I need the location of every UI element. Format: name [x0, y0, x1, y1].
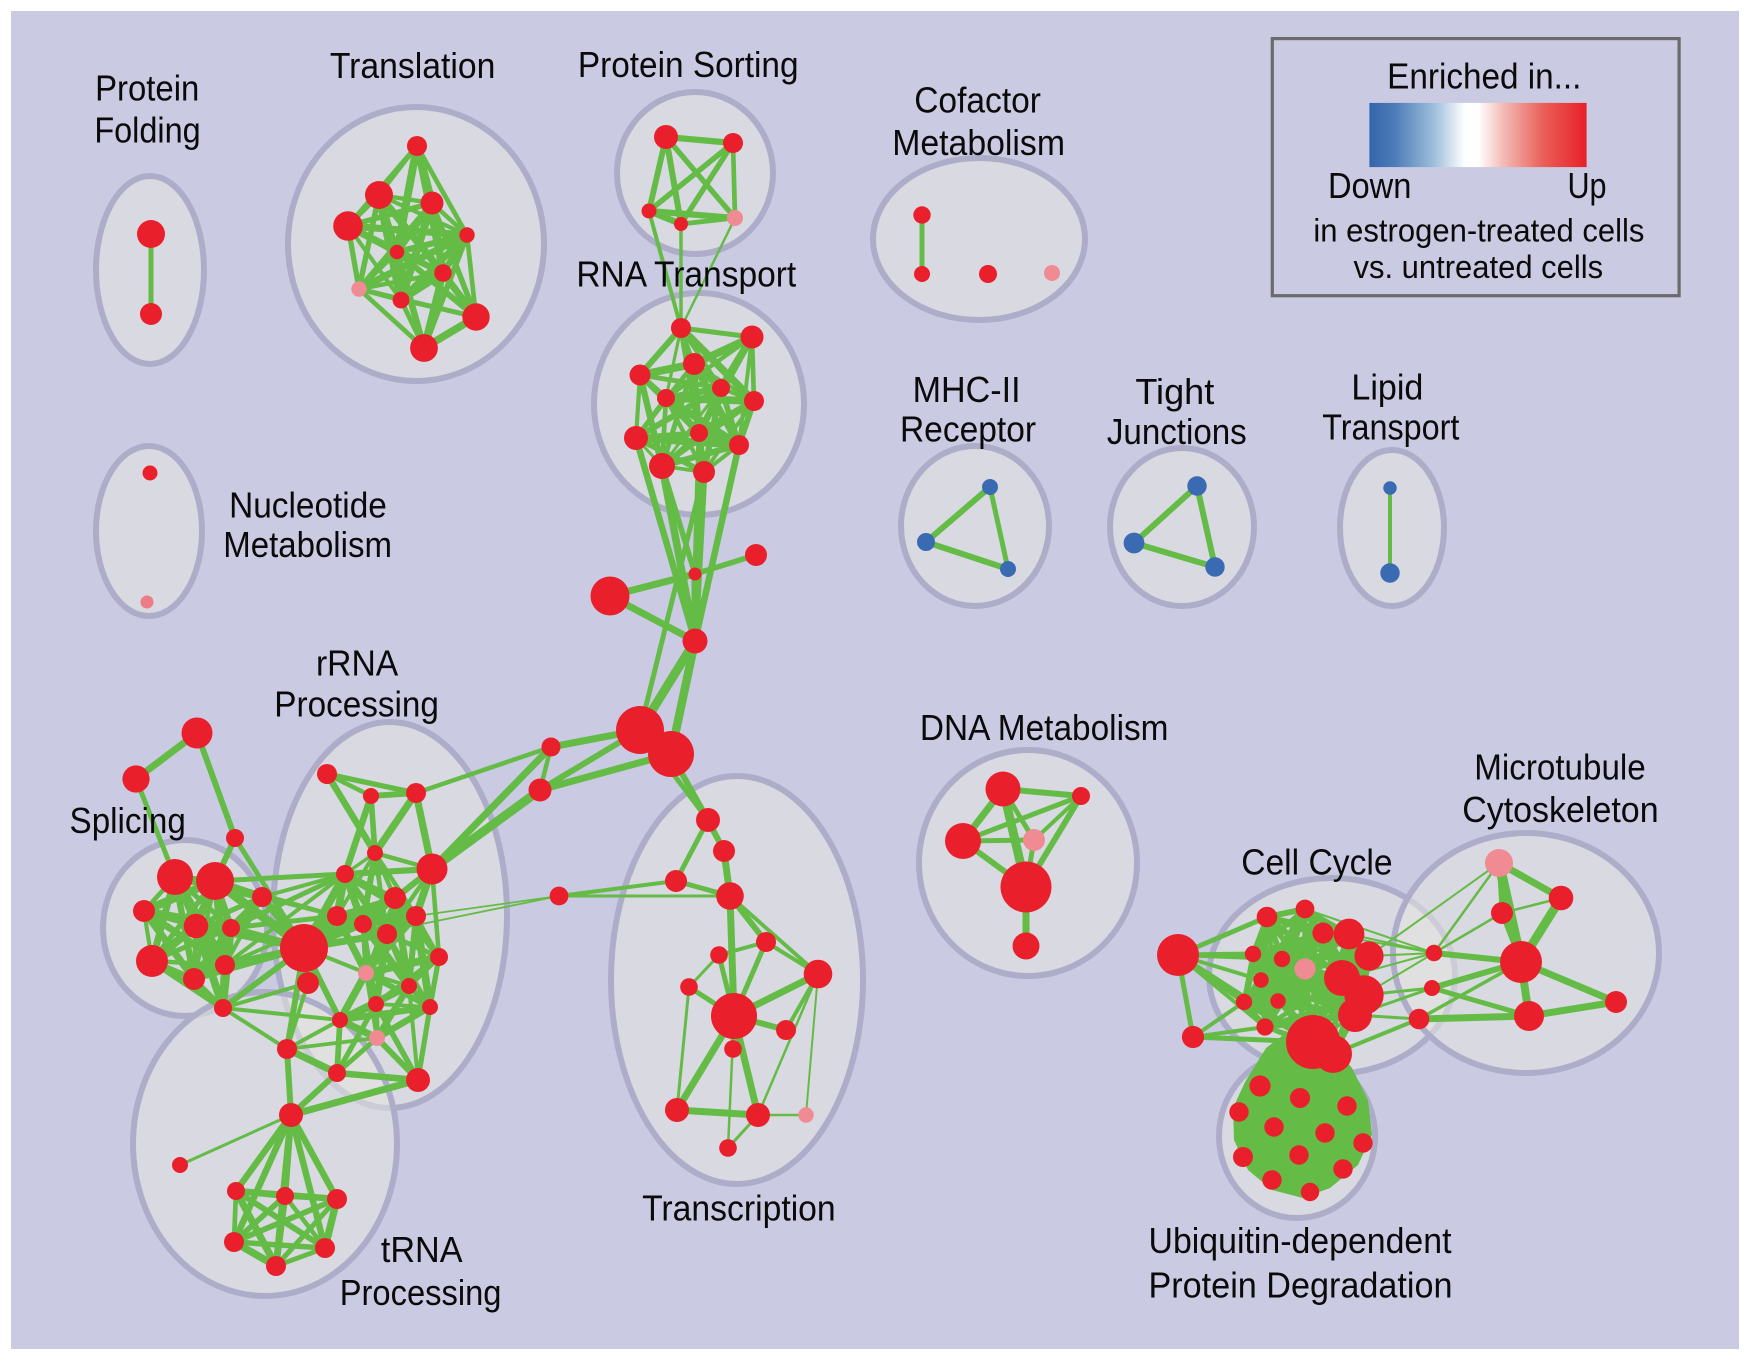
svg-text:MHC-II: MHC-II	[913, 369, 1021, 410]
svg-text:Processing: Processing	[340, 1272, 502, 1313]
svg-text:Down: Down	[1328, 165, 1412, 206]
svg-text:Folding: Folding	[94, 109, 200, 150]
svg-text:Cytoskeleton: Cytoskeleton	[1462, 789, 1658, 830]
svg-text:in estrogen-treated cells: in estrogen-treated cells	[1313, 212, 1644, 248]
svg-text:Microtubule: Microtubule	[1474, 746, 1645, 787]
svg-text:Protein Degradation: Protein Degradation	[1149, 1265, 1453, 1306]
svg-text:Transport: Transport	[1322, 407, 1459, 448]
svg-text:Cofactor: Cofactor	[914, 80, 1041, 121]
svg-text:Metabolism: Metabolism	[892, 122, 1065, 163]
svg-text:Translation: Translation	[330, 45, 496, 86]
svg-text:Metabolism: Metabolism	[223, 524, 392, 565]
svg-text:Cell Cycle: Cell Cycle	[1241, 841, 1392, 882]
svg-text:Up: Up	[1567, 165, 1606, 206]
svg-text:Junctions: Junctions	[1107, 411, 1247, 452]
svg-text:Tight: Tight	[1135, 371, 1214, 412]
svg-text:Ubiquitin-dependent: Ubiquitin-dependent	[1149, 1220, 1452, 1261]
svg-text:Splicing: Splicing	[70, 800, 186, 841]
svg-text:RNA Transport: RNA Transport	[576, 254, 796, 295]
svg-text:Processing: Processing	[274, 683, 439, 724]
svg-text:Lipid: Lipid	[1351, 366, 1423, 407]
svg-text:Enriched in...: Enriched in...	[1387, 56, 1581, 97]
svg-text:vs. untreated cells: vs. untreated cells	[1354, 249, 1604, 285]
svg-text:Protein: Protein	[95, 68, 199, 109]
svg-text:rRNA: rRNA	[316, 643, 398, 684]
svg-text:DNA Metabolism: DNA Metabolism	[920, 707, 1169, 748]
svg-text:Protein Sorting: Protein Sorting	[578, 44, 799, 85]
svg-text:Receptor: Receptor	[900, 409, 1036, 450]
svg-text:Transcription: Transcription	[642, 1188, 836, 1229]
svg-text:tRNA: tRNA	[381, 1229, 463, 1270]
svg-text:Nucleotide: Nucleotide	[229, 484, 387, 525]
